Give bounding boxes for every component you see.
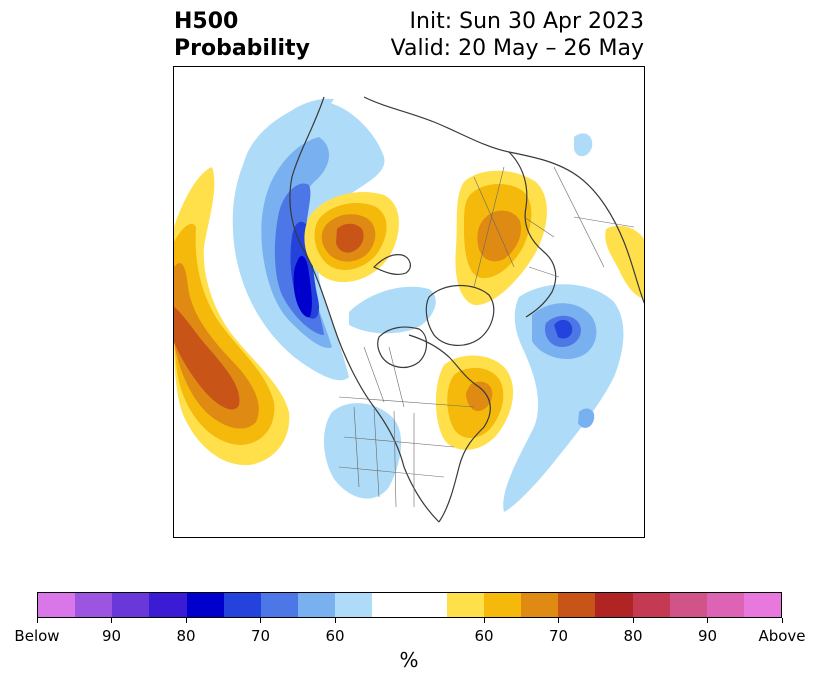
probability-map: [173, 66, 645, 538]
above-60-east-asia: [605, 225, 644, 299]
colorbar-tick-label: Below: [14, 627, 60, 645]
init-date: Init: Sun 30 Apr 2023: [409, 9, 644, 34]
political-borders: [338, 166, 635, 508]
below-60-central-us: [323, 403, 402, 499]
coast-hudson-bay: [377, 326, 428, 369]
colorbar-segment: [521, 593, 559, 617]
title-line-1: H500: [174, 9, 239, 34]
colorbar: [37, 592, 782, 618]
colorbar-segment: [372, 593, 410, 617]
colorbar-segment: [632, 593, 670, 617]
colorbar-segment: [558, 593, 596, 617]
below-70-mid-atlantic: [578, 408, 595, 428]
colorbar-tick-label: 70: [250, 627, 271, 645]
colorbar-tick-mark: [707, 618, 708, 623]
valid-range: Valid: 20 May – 26 May: [390, 36, 644, 61]
colorbar-segment: [223, 593, 261, 617]
below-85-north-atlantic: [554, 319, 573, 339]
colorbar-tick-mark: [334, 618, 336, 623]
coast-greenland: [425, 284, 495, 346]
border-europe-1: [523, 216, 555, 238]
colorbar-tick-mark: [111, 618, 112, 623]
colorbar-segment: [743, 593, 782, 617]
colorbar-tick-label: 60: [474, 627, 494, 645]
coast-north-america-east: [408, 334, 491, 523]
colorbar-tick-mark: [781, 618, 783, 623]
colorbar-segment: [298, 593, 336, 617]
colorbar-tick-label: 90: [697, 627, 718, 645]
border-usa-canada: [338, 396, 475, 408]
border-canada-1: [363, 346, 385, 403]
colorbar-unit-label: %: [399, 648, 419, 672]
border-us-states-5: [343, 436, 455, 448]
colorbar-tick-label: 70: [548, 627, 569, 645]
colorbar-tick-mark: [558, 618, 559, 623]
below-90-gulf-of-alaska: [293, 255, 312, 318]
border-canada-2: [388, 346, 405, 408]
above-70-greenland: [466, 381, 493, 411]
coast-europe: [508, 151, 557, 318]
coast-north-america-west: [289, 96, 440, 523]
coastlines: [289, 96, 644, 523]
coast-eurasia: [363, 96, 644, 304]
map-subtitle: Init: Sun 30 Apr 2023 Valid: 20 May – 26…: [391, 8, 644, 62]
colorbar-tick-label: Above: [758, 627, 806, 645]
colorbar-segment: [669, 593, 707, 617]
colorbar-segment: [595, 593, 633, 617]
colorbar-segment: [483, 593, 522, 617]
below-60-hudson: [349, 286, 436, 334]
colorbar-tick-mark: [185, 618, 187, 623]
coast-arctic-islands: [372, 254, 411, 276]
below-60-scandinavia: [574, 133, 593, 157]
colorbar-segment: [149, 593, 187, 617]
colorbar-tick-label: 80: [623, 627, 643, 645]
border-asia-1: [553, 166, 605, 268]
border-us-states-1: [353, 406, 360, 488]
colorbar-segment: [186, 593, 224, 617]
above-normal-contours: [174, 167, 644, 466]
border-us-states-2: [373, 408, 380, 498]
colorbar-tick-mark: [632, 618, 634, 623]
colorbar-segment: [409, 593, 447, 617]
colorbar-tick-mark: [483, 618, 485, 623]
colorbar-tick-mark: [260, 618, 261, 623]
above-75-alaska: [336, 223, 364, 253]
above-70-siberia: [477, 210, 522, 262]
colorbar-segment: [706, 593, 744, 617]
map-title: H500 Probability: [174, 8, 310, 62]
below-normal-inner-contours: [261, 137, 597, 428]
border-us-states-6: [338, 466, 445, 478]
colorbar-segment: [38, 593, 76, 617]
colorbar-segment: [446, 593, 484, 617]
border-russia-1: [473, 176, 515, 268]
border-russia-2: [473, 166, 505, 288]
map-canvas: [174, 96, 644, 523]
colorbar-tick-mark: [36, 618, 38, 623]
border-asia-2: [573, 216, 635, 228]
above-70-west-pacific: [174, 263, 259, 429]
colorbar-segment: [260, 593, 299, 617]
colorbar-segment: [335, 593, 373, 617]
border-us-states-3: [393, 410, 397, 508]
border-europe-2: [528, 266, 560, 278]
colorbar-segment: [75, 593, 113, 617]
title-line-2: Probability: [174, 36, 310, 61]
colorbar-tick-label: 90: [101, 627, 122, 645]
colorbar-segment: [112, 593, 150, 617]
colorbar-tick-label: 80: [176, 627, 196, 645]
above-75-west-pacific: [174, 307, 240, 410]
colorbar-tick-label: 60: [325, 627, 345, 645]
